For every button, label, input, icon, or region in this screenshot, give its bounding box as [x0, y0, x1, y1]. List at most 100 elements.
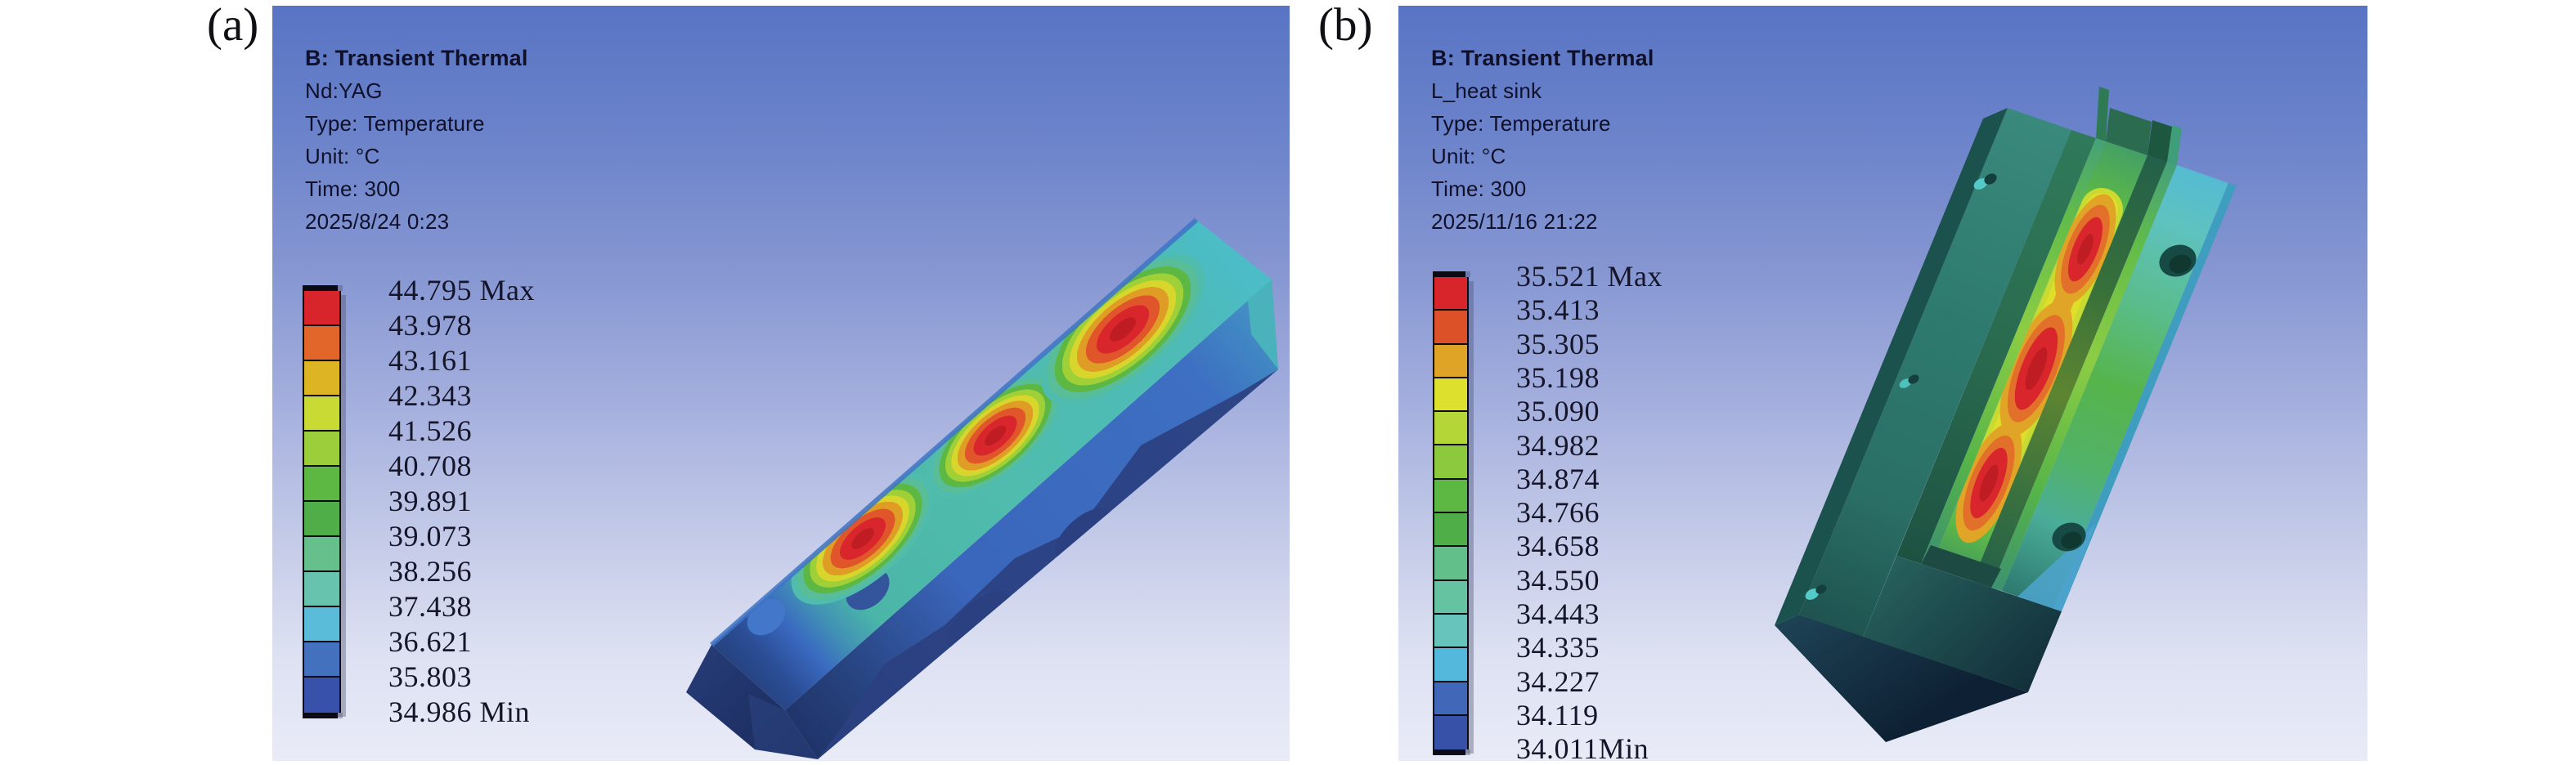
bar-side-face	[785, 280, 1278, 759]
hotspot-3	[1040, 253, 1205, 405]
sink-left-ridge-wall	[1896, 130, 2096, 564]
legend-label: 35.521 Max	[1516, 260, 1663, 293]
result-info-lines: L_heat sink Type: Temperature Unit: °C Time…	[1431, 74, 1654, 238]
temperature-legend: 44.795 Max 43.978 43.161 42.343 41.526 40.708…	[303, 274, 535, 728]
legend-label: 41.526	[388, 414, 472, 448]
result-info-line: 2025/8/24 0:23	[305, 209, 450, 234]
legend-band	[1434, 580, 1467, 615]
sink-bottom-face	[1775, 615, 2028, 742]
legend-label: 43.978	[388, 309, 472, 342]
result-info-line: Nd:YAG	[305, 78, 383, 103]
legend-band	[1434, 479, 1467, 514]
legend-label: 43.161	[388, 344, 472, 378]
result-info-line: Type: Temperature	[1431, 111, 1611, 136]
legend-top-cap	[303, 285, 338, 291]
legend-label: 35.803	[388, 660, 472, 694]
result-info-line: 2025/11/16 21:22	[1431, 209, 1598, 234]
hotspot-3	[2054, 194, 2116, 305]
legend-label: 34.011Min	[1516, 732, 1649, 761]
legend-label: 34.550	[1516, 563, 1600, 597]
legend-label: 39.891	[388, 485, 472, 518]
legend-band	[304, 607, 339, 642]
channel-top-end-wall	[2106, 108, 2152, 155]
legend-band	[1434, 412, 1467, 446]
sink-right-edge	[2053, 183, 2237, 611]
legend-band	[1434, 648, 1467, 682]
legend-label: 34.119	[1516, 699, 1599, 732]
legend-label: 35.198	[1516, 361, 1600, 395]
legend-band	[304, 361, 339, 396]
result-title: B: Transient Thermal	[1431, 46, 1654, 70]
legend-band	[304, 502, 339, 537]
legend-band	[1434, 445, 1467, 480]
legend-label: 35.090	[1516, 395, 1600, 428]
sink-right-ridge-top	[1991, 162, 2177, 591]
legend-band	[304, 432, 339, 467]
legend-label: 34.982	[1516, 428, 1600, 462]
legend-band	[1434, 344, 1467, 378]
legend-band	[1434, 614, 1467, 649]
figure-label-b: (b)	[1318, 0, 1373, 51]
result-info-line: Time: 300	[305, 177, 401, 201]
legend-label: 35.413	[1516, 293, 1600, 327]
result-info-line: Type: Temperature	[305, 111, 485, 136]
legend-label: 40.708	[388, 450, 472, 483]
hotspot-1	[1955, 423, 2022, 544]
sink-base-shelf	[1863, 556, 2062, 692]
sink-left-ridge-top	[1921, 138, 2106, 567]
nd-yag-bar-render	[686, 217, 1278, 759]
result-info-line: Unit: °C	[1431, 144, 1506, 168]
result-title: B: Transient Thermal	[305, 46, 528, 70]
legend-band	[304, 537, 339, 572]
legend-band	[1434, 378, 1467, 413]
legend-label: 34.227	[1516, 664, 1600, 698]
mounting-holes	[1805, 173, 2197, 600]
result-info-block: B: Transient Thermal Nd:YAG Type: Tempera…	[305, 42, 528, 238]
left-ridge-end-cap	[2096, 87, 2109, 141]
legend-band	[304, 291, 339, 326]
hotspot-2	[1999, 301, 2073, 436]
legend-band	[1434, 715, 1467, 750]
legend-band	[1434, 311, 1467, 345]
channel-hotspots	[1955, 188, 2123, 544]
panel-b-viewport: B: Transient Thermal L_heat sink Type: Te…	[1398, 6, 2367, 761]
hotspot-2	[927, 373, 1063, 499]
legend-label: 34.443	[1516, 597, 1600, 631]
legend-band	[304, 572, 339, 607]
legend-label: 44.795 Max	[388, 274, 535, 307]
result-info-line: Unit: °C	[305, 144, 380, 168]
result-info-line: L_heat sink	[1431, 78, 1542, 103]
legend-label: 35.305	[1516, 327, 1600, 360]
legend-bottom-cap	[303, 713, 338, 718]
legend-label: 38.256	[388, 555, 472, 588]
sink-right-ridge-wall	[1972, 155, 2167, 588]
bar-far-end-cap	[1247, 280, 1278, 369]
channel-bottom-end-wall	[1921, 545, 2001, 588]
bar-near-end-facet	[748, 694, 818, 759]
legend-label: 34.986 Min	[388, 696, 531, 729]
sink-left-face	[1799, 108, 2071, 637]
figure-label-a: (a)	[207, 0, 259, 51]
temperature-legend: 35.521 Max 35.413 35.305 35.198 35.090 34.982…	[1433, 260, 1663, 761]
legend-top-cap	[1433, 271, 1465, 277]
legend-band	[304, 396, 339, 432]
legend-label: 37.438	[388, 590, 472, 624]
legend-color-bar	[1433, 277, 1469, 750]
legend-bottom-cap	[1433, 749, 1465, 756]
bar-hotspots	[747, 253, 1205, 636]
legend-label: 34.766	[1516, 496, 1600, 530]
legend-band	[304, 467, 339, 502]
legend-band	[1434, 682, 1467, 716]
panel-a-viewport: B: Transient Thermal Nd:YAG Type: Tempera…	[272, 6, 1290, 761]
legend-band	[304, 642, 339, 678]
legend-label: 39.073	[388, 520, 472, 553]
legend-band	[1434, 547, 1467, 581]
result-info-lines: Nd:YAG Type: Temperature Unit: °C Time: 300…	[305, 74, 528, 238]
legend-color-bar	[303, 291, 341, 713]
hotspot-1	[791, 472, 935, 605]
legend-label: 36.621	[388, 625, 472, 659]
ridge-top-end-wall	[2147, 120, 2172, 162]
legend-label: 34.658	[1516, 530, 1600, 563]
result-info-line: Time: 300	[1431, 177, 1527, 201]
legend-band	[304, 678, 339, 713]
